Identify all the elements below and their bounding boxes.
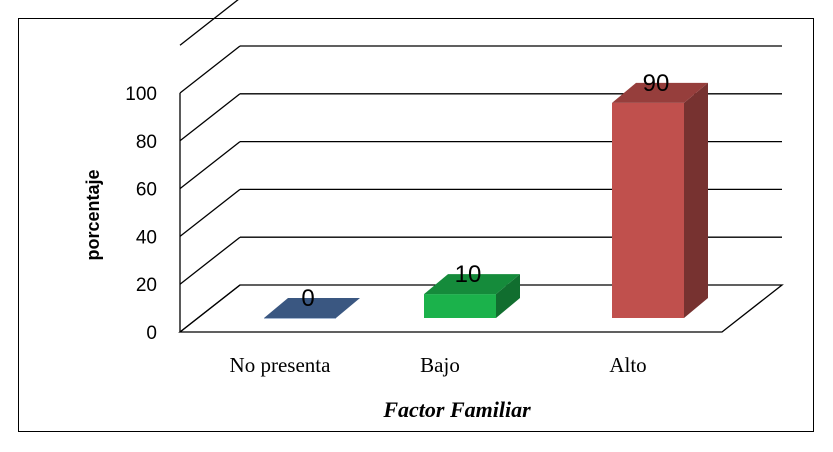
gridline-diagonal (179, 284, 241, 333)
bars (264, 82, 708, 319)
bar-top (612, 82, 708, 103)
bar-front (264, 318, 336, 319)
labels: 0 10 90 No presenta Bajo Alto (230, 70, 670, 377)
y-axis-title: porcentaje (83, 169, 103, 260)
y-axis: 0 20 40 60 80 100 (125, 84, 181, 344)
y-tick-label: 60 (136, 180, 157, 201)
x-tick-label: No presenta (230, 353, 332, 377)
x-tick-label: Alto (609, 353, 646, 377)
data-label: 90 (643, 70, 670, 97)
y-tick-label: 20 (136, 275, 157, 296)
bar-top (424, 274, 520, 295)
bar-front (612, 102, 684, 319)
data-label: 0 (301, 285, 314, 312)
y-tick-label: 80 (136, 132, 157, 153)
gridline-diagonal (179, 236, 241, 285)
bar-front (424, 294, 496, 318)
x-axis-title: Factor Familiar (382, 397, 531, 422)
gridline-diagonal (179, 93, 241, 142)
gridline-diagonal (179, 141, 241, 190)
bar-top (264, 298, 360, 318)
y-tick-label: 0 (146, 323, 157, 344)
gridline-diagonal (179, 0, 239, 46)
y-tick-label: 100 (125, 84, 157, 105)
gridline-diagonal (179, 45, 241, 94)
x-tick-label: Bajo (420, 353, 460, 377)
bar-side (684, 82, 708, 319)
data-label: 10 (455, 261, 482, 288)
bar-side (496, 274, 520, 318)
y-tick-label: 40 (136, 227, 157, 248)
gridline-diagonal (179, 188, 241, 237)
